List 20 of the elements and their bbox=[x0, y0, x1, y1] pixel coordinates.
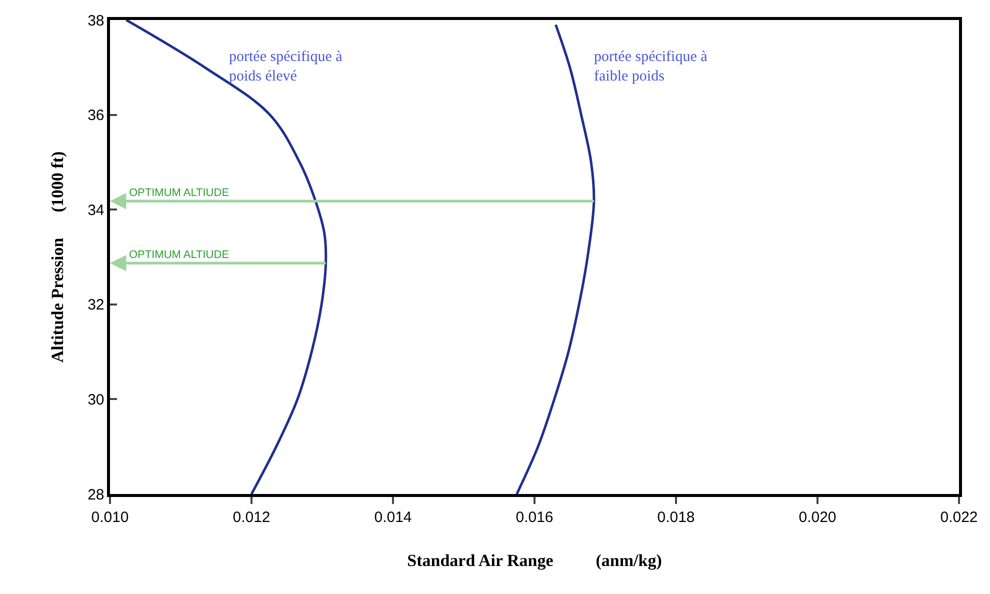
series-label: portée spécifique à faible poids bbox=[594, 49, 708, 84]
x-axis-title: Standard Air Range (anm/kg) bbox=[407, 551, 662, 570]
y-tick-label: 30 bbox=[88, 391, 104, 408]
x-tick-label: 0.016 bbox=[516, 508, 554, 526]
x-tick-label: 0.020 bbox=[798, 508, 836, 526]
x-tick-label: 0.022 bbox=[940, 508, 978, 526]
x-tick-label: 0.014 bbox=[374, 508, 412, 526]
y-tick-label: 28 bbox=[88, 486, 104, 504]
x-tick-label: 0.018 bbox=[657, 508, 695, 526]
series-label: portée spécifique à poids élevé bbox=[229, 49, 343, 84]
y-tick-label: 34 bbox=[88, 202, 104, 219]
annotation: OPTIMUM ALTIUDE bbox=[129, 249, 230, 261]
line-series bbox=[516, 23, 596, 494]
y-axis-title: Altitude Pression (1000 ft) bbox=[48, 151, 68, 363]
y-tick-label: 32 bbox=[88, 296, 104, 314]
x-tick-label: 0.010 bbox=[91, 508, 129, 526]
y-tick-label: 36 bbox=[88, 107, 104, 124]
annotation: OPTIMUM ALTIUDE bbox=[129, 187, 230, 199]
y-tick-label: 38 bbox=[88, 12, 104, 30]
x-tick-label: 0.012 bbox=[232, 508, 270, 526]
